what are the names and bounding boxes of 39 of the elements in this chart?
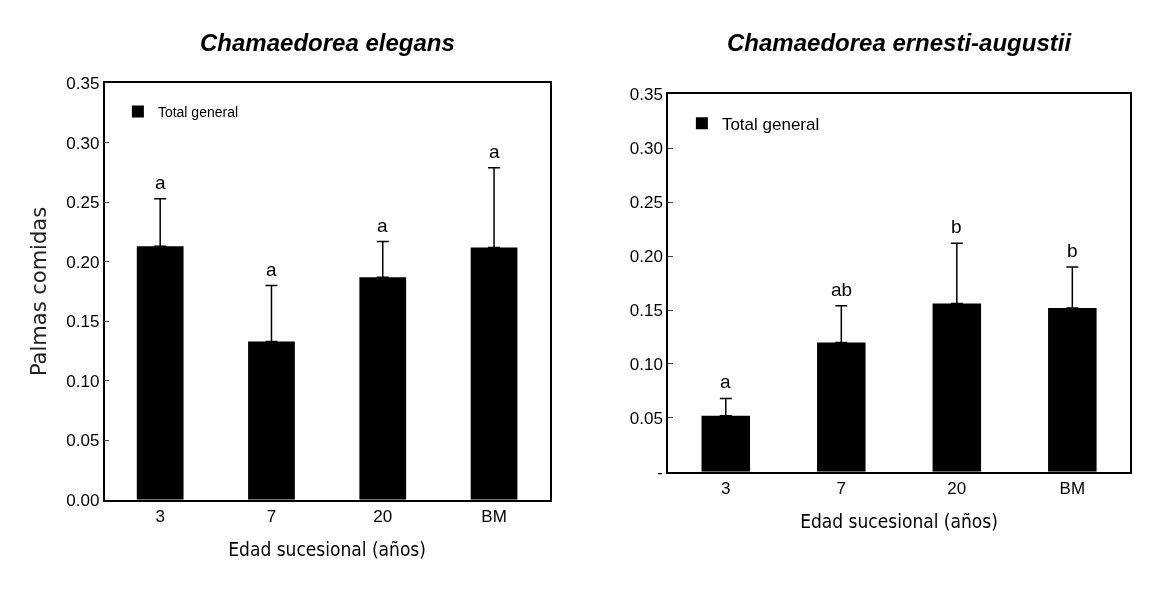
y-tick-label: 0.00: [66, 490, 100, 510]
chart-title: Chamaedorea elegans: [200, 29, 455, 56]
y-tick-label: 0.10: [629, 354, 663, 374]
x-tick-label: BM: [1059, 478, 1086, 498]
y-tick-label: 0.35: [629, 85, 663, 105]
y-tick-label: 0.30: [66, 133, 100, 153]
y-tick-label: 0.05: [66, 431, 100, 451]
x-tick-label: 20: [947, 478, 967, 498]
y-tick-label: 0.05: [629, 408, 663, 428]
y-tick-label: 0.10: [66, 371, 100, 391]
x-axis-title: Edad sucesional (años): [228, 538, 426, 561]
annotation: a: [489, 141, 500, 162]
y-tick-label: 0.20: [66, 252, 100, 272]
x-tick-label: BM: [481, 506, 507, 526]
y-tick-label: 0.30: [629, 139, 663, 159]
legend-label: Total general: [157, 103, 239, 120]
annotation: ab: [831, 279, 853, 300]
x-tick-label: 3: [721, 478, 731, 498]
y-tick-label: -: [657, 462, 663, 482]
annotation: a: [720, 371, 731, 392]
y-axis-title: Palmas comidas: [26, 206, 51, 377]
annotation: b: [951, 216, 962, 237]
annotation: b: [1067, 240, 1078, 261]
x-axis-title: Edad sucesional (años): [800, 510, 998, 533]
y-tick-label: 0.15: [66, 312, 100, 332]
x-tick-label: 20: [373, 506, 393, 526]
annotation: a: [155, 172, 166, 193]
y-tick-label: 0.25: [629, 193, 663, 213]
x-tick-label: 3: [155, 506, 165, 526]
y-tick-label: 0.15: [629, 301, 663, 321]
x-tick-label: 7: [836, 478, 847, 498]
annotation: a: [377, 215, 388, 236]
chart-title: Chamaedorea ernesti-augustii: [727, 29, 1073, 56]
annotation: a: [266, 259, 277, 280]
y-tick-label: 0.35: [66, 74, 100, 94]
legend-label: Total general: [721, 114, 820, 134]
y-tick-label: 0.25: [66, 193, 100, 213]
x-tick-label: 7: [266, 506, 277, 526]
y-tick-label: 0.20: [629, 247, 663, 267]
